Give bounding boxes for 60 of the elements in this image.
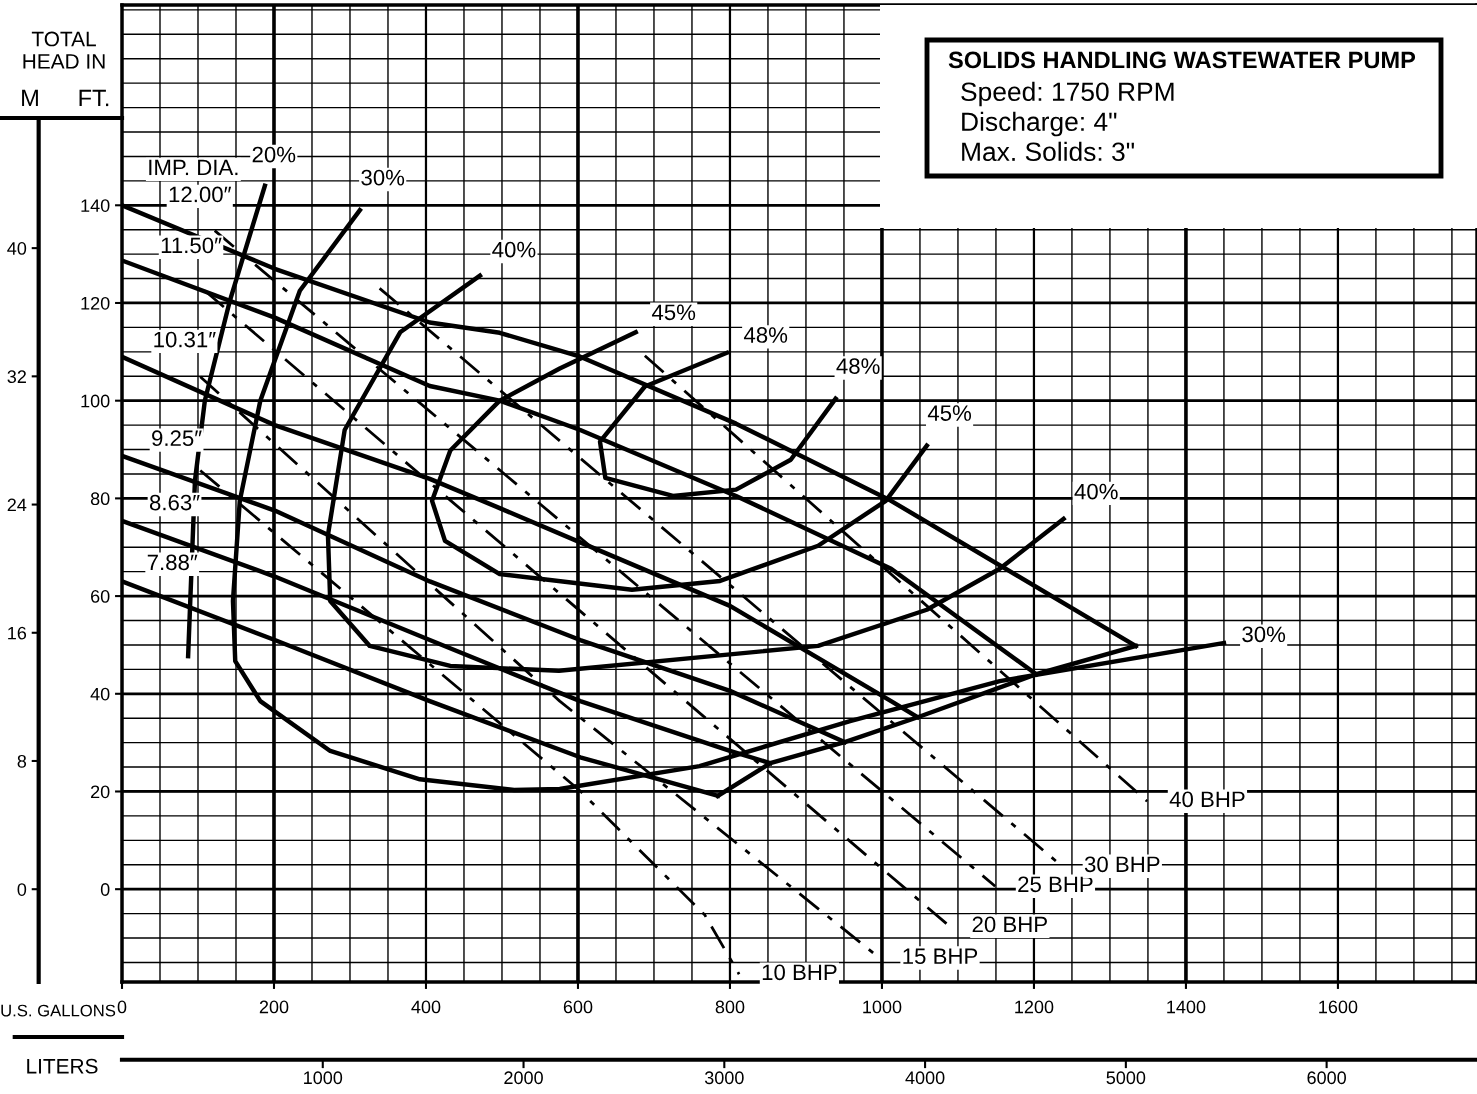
annotation: 20 BHP <box>972 916 1047 933</box>
annotation: 30% <box>1242 626 1286 643</box>
x-tick-label: 200 <box>259 1000 289 1014</box>
y-tick-label: 0 <box>100 883 110 896</box>
y-tick-label: 80 <box>90 492 110 506</box>
text: TOTAL HEAD IN <box>23 31 105 69</box>
y2-tick-label: 0 <box>17 883 27 896</box>
annotation: 10.31″ <box>154 331 216 348</box>
x2-tick-label: 5000 <box>1106 1071 1146 1085</box>
y-tick-label: 100 <box>81 394 110 408</box>
x-tick-label: 0 <box>117 1000 127 1014</box>
x-tick-label: 1600 <box>1319 1000 1358 1014</box>
y-tick-label: 40 <box>90 687 110 701</box>
x2-axis-title: LITERS <box>27 1058 98 1074</box>
y2-tick-label: 40 <box>7 242 27 255</box>
y2-tick-label: 8 <box>17 754 27 768</box>
y-tick-label: 140 <box>81 199 110 213</box>
annotation: 45% <box>927 405 972 421</box>
x-tick-label: 1000 <box>863 1000 902 1014</box>
y2-tick-label: 16 <box>8 626 27 640</box>
y-tick-label: 120 <box>81 296 110 310</box>
x-tick-label: 400 <box>411 1000 441 1014</box>
annotation: 20% <box>252 146 296 163</box>
y2-tick-label: 32 <box>7 370 26 384</box>
annotation: 8.63″ <box>149 494 200 511</box>
annotation: 40 BHP <box>1169 791 1245 808</box>
annotation: Max. Solids: 3" <box>962 141 1134 162</box>
annotation: 15 BHP <box>903 948 978 965</box>
x-tick-label: 1400 <box>1167 1000 1206 1014</box>
annotation: Speed: 1750 RPM <box>961 81 1174 107</box>
annotation: 48% <box>743 327 788 343</box>
x-tick-label: 600 <box>563 1000 593 1014</box>
annotation: 40% <box>1074 483 1118 500</box>
annotation: 10 BHP <box>762 964 837 981</box>
y-tick-label: 20 <box>91 785 110 799</box>
x2-tick-label: 3000 <box>704 1071 744 1085</box>
annotation: 30% <box>361 169 405 186</box>
x2-tick-label: 6000 <box>1307 1071 1346 1085</box>
annotation: 12.00″ <box>169 186 232 203</box>
x-tick-label: 1200 <box>1015 1000 1054 1014</box>
x2-tick-label: 4000 <box>905 1071 945 1085</box>
annotation: 45% <box>651 304 696 321</box>
y2-axis-title: M <box>22 89 38 107</box>
annotation: 40% <box>492 241 536 258</box>
annotation: Discharge: 4" <box>962 111 1117 137</box>
annotation: 9.25″ <box>152 430 202 447</box>
text: SOLIDS HANDLING WASTEWATER PUMP <box>948 51 1416 69</box>
y2-tick-label: 24 <box>7 498 27 512</box>
y-tick-label: 60 <box>91 590 110 603</box>
annotation: 11.50″ <box>161 237 222 254</box>
y-axis-title: FT. <box>79 89 109 107</box>
x-axis-title: U.S. GALLONS <box>1 1004 116 1017</box>
annotation: 30 BHP <box>1084 856 1160 873</box>
annotation: 7.88″ <box>147 554 198 571</box>
x2-tick-label: 2000 <box>504 1071 543 1085</box>
annotation: 48% <box>836 358 880 374</box>
x2-tick-label: 1000 <box>304 1071 343 1085</box>
x-tick-label: 800 <box>715 1000 745 1014</box>
annotation: IMP. DIA. <box>149 159 238 176</box>
annotation: 25 BHP <box>1018 876 1093 893</box>
